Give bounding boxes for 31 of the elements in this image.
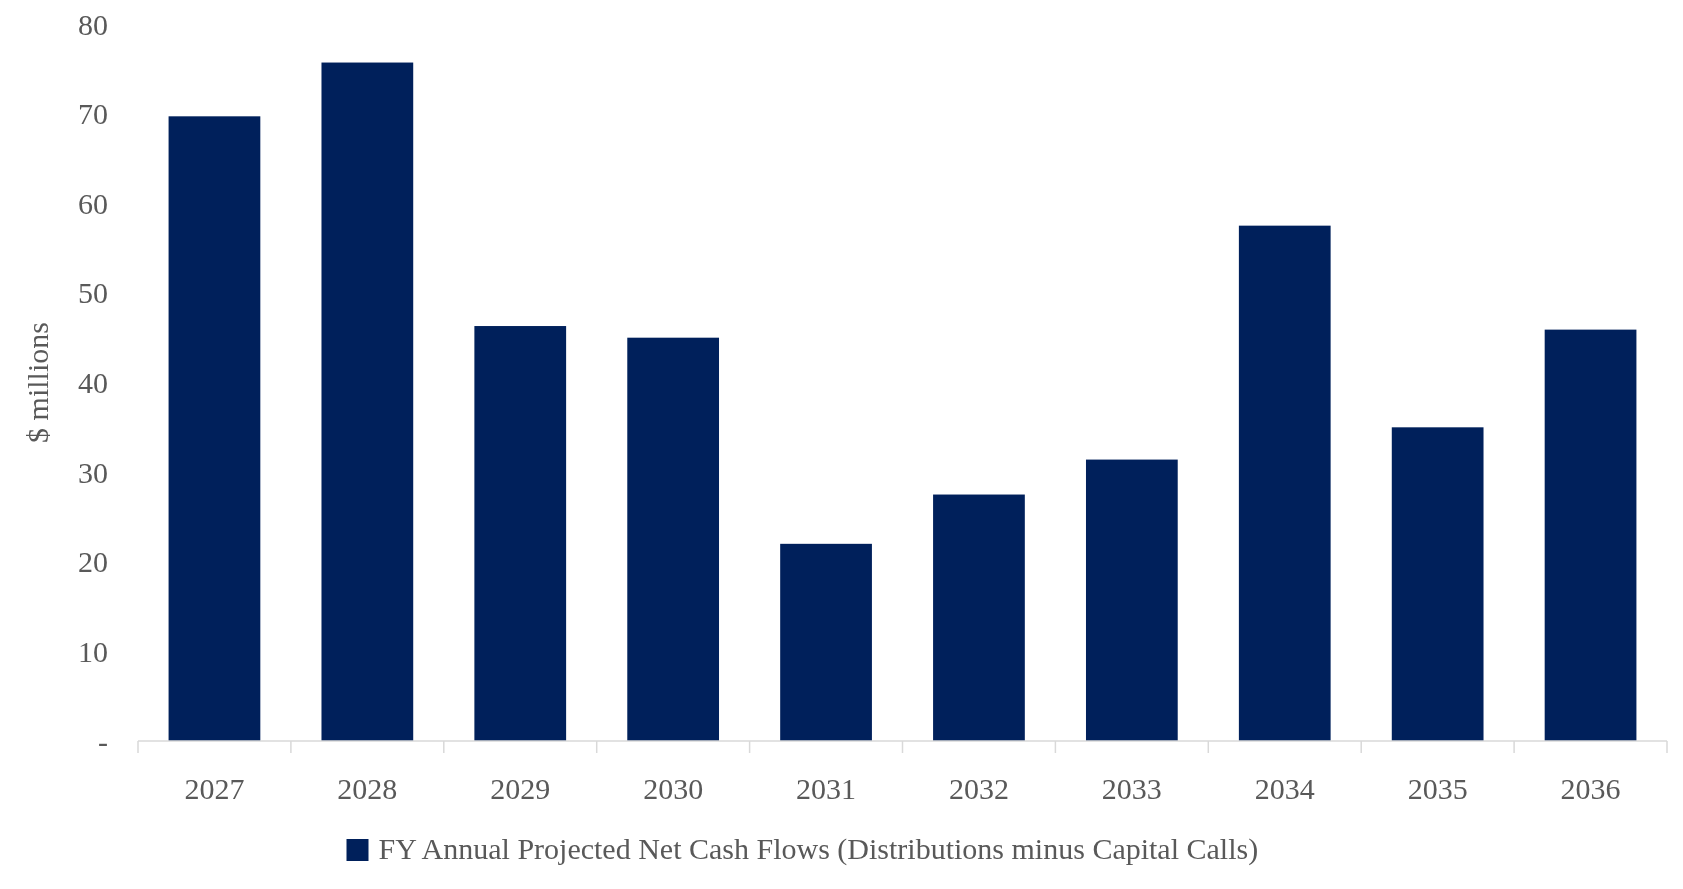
bar <box>933 494 1025 741</box>
bar <box>168 116 261 741</box>
x-tick-label: 2035 <box>1407 772 1468 805</box>
bar <box>1544 329 1637 741</box>
x-tick-label: 2033 <box>1101 772 1162 805</box>
x-tick-label: 2028 <box>337 772 398 805</box>
x-tick-label: 2032 <box>948 772 1009 805</box>
bar <box>474 326 567 741</box>
x-tick-label: 2029 <box>490 772 551 805</box>
y-tick-label: 20 <box>78 545 108 579</box>
bar <box>1085 459 1178 741</box>
x-tick-label: 2030 <box>643 772 704 805</box>
bar <box>627 337 720 741</box>
x-tick-label: 2031 <box>796 772 857 805</box>
y-tick-label: 80 <box>78 7 108 41</box>
bar <box>1391 427 1484 741</box>
y-tick-label: 30 <box>78 455 108 489</box>
y-tick-label: 70 <box>78 97 108 131</box>
x-tick-label: 2034 <box>1254 772 1315 805</box>
y-axis-title: $ millions <box>21 322 54 443</box>
y-tick-label: 60 <box>78 186 108 220</box>
x-tick-label: 2036 <box>1560 772 1621 805</box>
bar <box>321 62 414 741</box>
y-tick-label: - <box>98 724 108 758</box>
y-tick-label: 40 <box>78 366 108 399</box>
y-tick-label: 50 <box>78 276 108 310</box>
bar <box>1238 225 1331 741</box>
y-tick-label: 10 <box>78 634 108 668</box>
legend-label: FY Annual Projected Net Cash Flows (Distributions minus Capital Calls) <box>378 832 1259 866</box>
x-tick-label: 2027 <box>184 772 245 805</box>
bar <box>780 543 872 741</box>
